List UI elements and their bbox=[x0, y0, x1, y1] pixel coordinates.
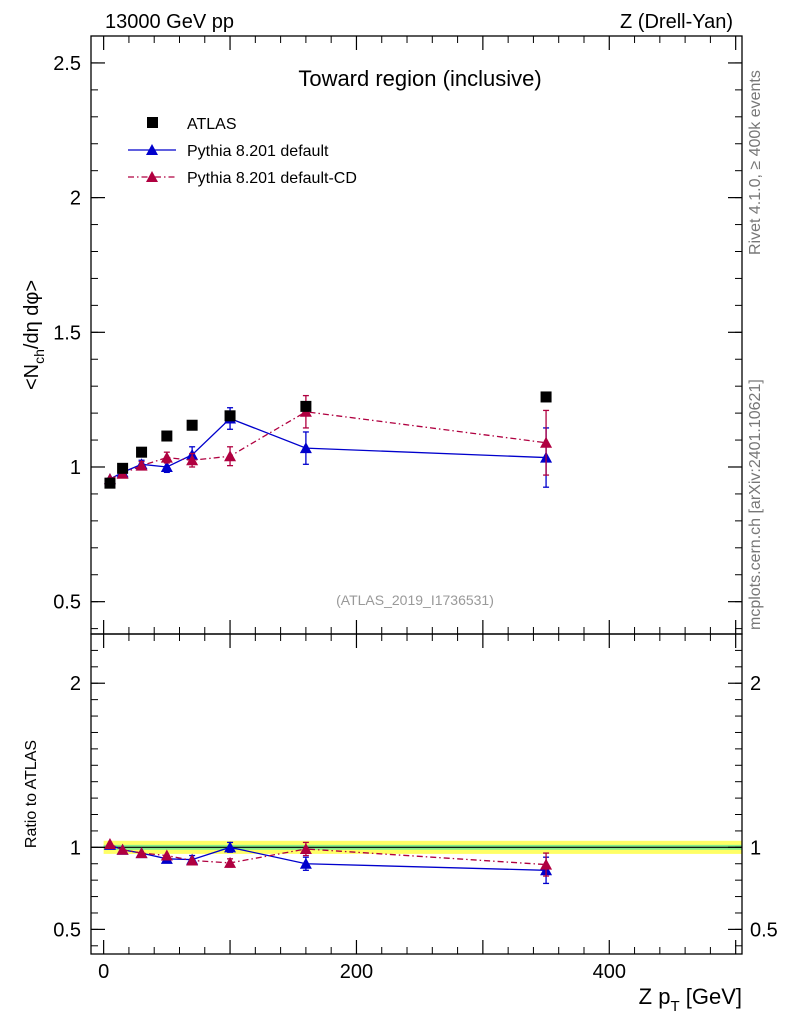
legend: ATLAS Pythia 8.201 default Pythia 8.201 … bbox=[128, 116, 357, 187]
main-panel: 0.5 1 1.5 2 2.5 Toward region (inclusive) (A… bbox=[21, 35, 743, 635]
data-point bbox=[104, 477, 116, 489]
data-point bbox=[160, 460, 173, 472]
y-axis-label-sub: ch bbox=[31, 349, 47, 364]
data-point bbox=[186, 419, 198, 431]
data-point bbox=[160, 451, 173, 463]
y-axis-label-pre: <N bbox=[21, 364, 43, 390]
data-point bbox=[116, 843, 129, 855]
data-point bbox=[299, 442, 312, 454]
data-point bbox=[224, 410, 236, 422]
legend-label-default: Pythia 8.201 default bbox=[187, 143, 329, 160]
y-tick-label: 2 bbox=[70, 673, 81, 695]
x-axis-label-sub: T bbox=[670, 998, 679, 1015]
x-axis-label: Z pT [GeV] bbox=[639, 984, 742, 1015]
y-tick-label-right: 1 bbox=[750, 837, 761, 859]
x-axis-label-post: [GeV] bbox=[680, 984, 742, 1009]
x-axis-label-pre: Z p bbox=[639, 984, 671, 1009]
series-line bbox=[109, 417, 547, 480]
data-point bbox=[136, 446, 148, 458]
y-tick-label-right: 0.5 bbox=[750, 919, 778, 941]
y-tick-label: 1 bbox=[70, 457, 81, 479]
data-point bbox=[103, 838, 116, 850]
legend-label-cd: Pythia 8.201 default-CD bbox=[187, 170, 357, 187]
ratio-panel: 0.5 0.5 1 1 2 2 0 200 400 Ratio to ATLAS Z pT [… bbox=[23, 633, 778, 1015]
y-tick-label: 1 bbox=[70, 837, 81, 859]
y-axis-label-main: <Nch/dη dφ> bbox=[21, 280, 47, 390]
data-point bbox=[160, 849, 173, 861]
y-axis-label-ratio: Ratio to ATLAS bbox=[23, 740, 40, 848]
data-point bbox=[135, 459, 148, 471]
y-axis-label-post: /dη dφ> bbox=[21, 280, 43, 349]
data-point bbox=[117, 462, 129, 474]
data-point bbox=[299, 842, 312, 854]
header-right: Z (Drell-Yan) bbox=[620, 11, 733, 33]
x-tick-label: 200 bbox=[340, 961, 373, 983]
legend-marker-default bbox=[146, 144, 158, 155]
y-tick-label-right: 2 bbox=[750, 673, 761, 695]
data-point bbox=[540, 391, 552, 403]
y-tick-label: 2 bbox=[70, 188, 81, 210]
series-atlas bbox=[104, 391, 552, 489]
legend-label-atlas: ATLAS bbox=[187, 116, 237, 133]
legend-marker-cd bbox=[146, 171, 158, 182]
header-left: 13000 GeV pp bbox=[105, 11, 234, 33]
mcplots-label: mcplots.cern.ch [arXiv:2401.10621] bbox=[747, 379, 764, 630]
data-point bbox=[224, 450, 237, 462]
series-pythia-8-201-default bbox=[103, 407, 553, 488]
plot-title: Toward region (inclusive) bbox=[298, 66, 541, 91]
data-point bbox=[540, 858, 553, 870]
x-tick-label: 0 bbox=[98, 961, 109, 983]
x-tick-label: 400 bbox=[593, 961, 626, 983]
ratio-frame bbox=[90, 633, 743, 955]
data-point bbox=[224, 856, 237, 868]
data-point bbox=[540, 436, 553, 448]
y-tick-label: 1.5 bbox=[53, 322, 81, 344]
data-point bbox=[299, 857, 312, 869]
y-tick-label: 2.5 bbox=[53, 53, 81, 75]
legend-marker-atlas bbox=[147, 117, 158, 128]
y-tick-label: 0.5 bbox=[53, 919, 81, 941]
series-pythia-8-201-default-cd bbox=[103, 838, 553, 877]
series-line bbox=[109, 411, 547, 480]
data-point bbox=[300, 400, 312, 412]
rivet-label: Rivet 4.1.0, ≥ 400k events bbox=[747, 70, 764, 255]
data-point bbox=[161, 430, 173, 442]
data-point bbox=[224, 841, 237, 853]
analysis-tag: (ATLAS_2019_I1736531) bbox=[336, 592, 494, 608]
data-point bbox=[135, 847, 148, 859]
data-point bbox=[186, 854, 199, 866]
y-tick-label: 0.5 bbox=[53, 592, 81, 614]
data-point bbox=[186, 454, 199, 466]
